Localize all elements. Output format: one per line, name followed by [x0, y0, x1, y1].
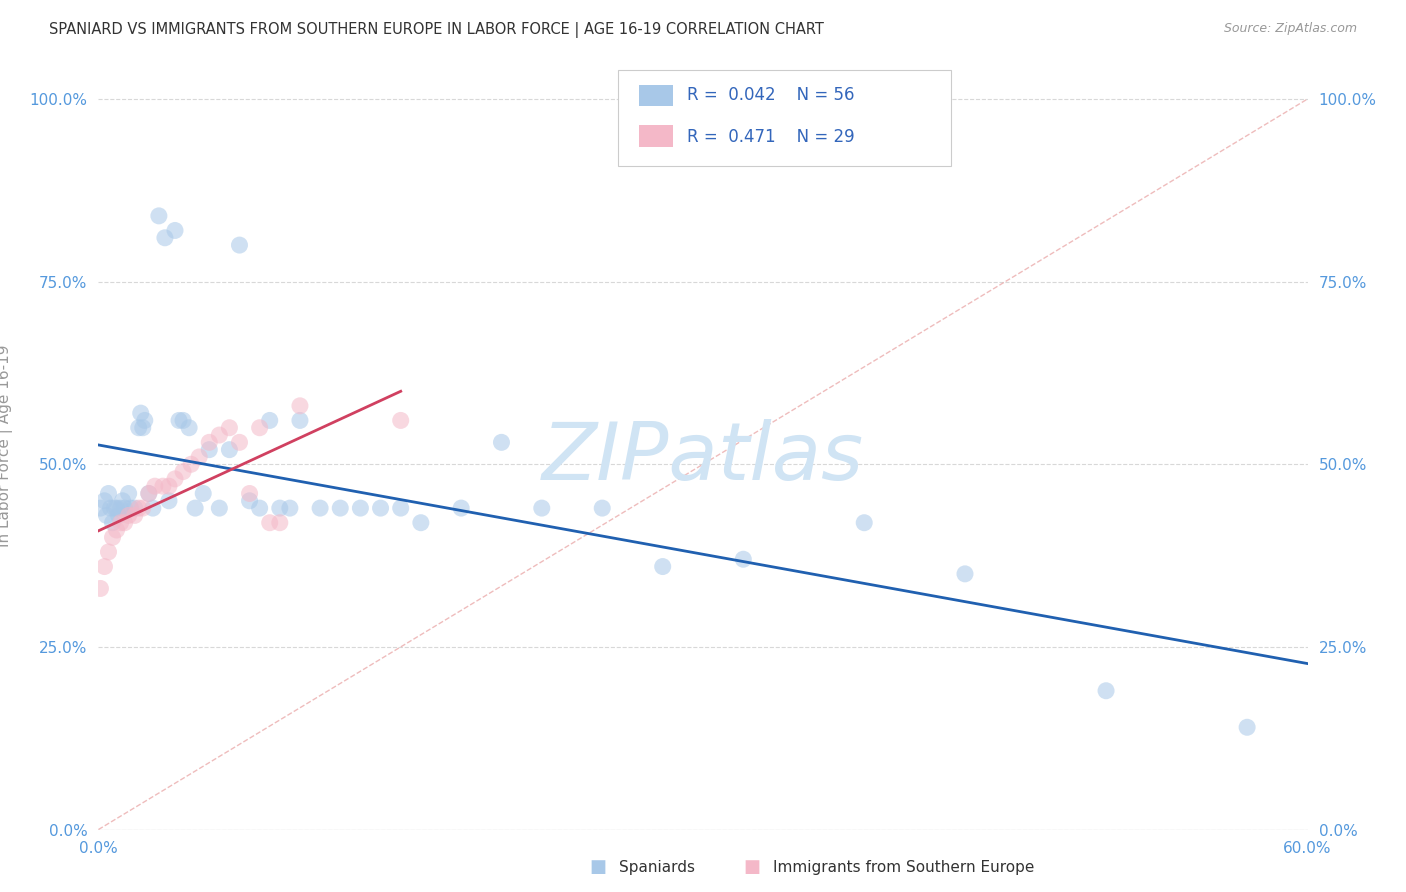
Point — [132, 501, 155, 516]
Point — [163, 223, 186, 237]
Point — [591, 501, 613, 516]
Point — [389, 413, 412, 427]
Point — [218, 421, 240, 435]
Point — [100, 501, 122, 516]
Point — [228, 435, 250, 450]
Point — [132, 421, 155, 435]
Text: Spaniards: Spaniards — [619, 860, 695, 874]
Point — [329, 501, 352, 516]
Point — [120, 501, 142, 516]
Point — [167, 413, 190, 427]
Point — [184, 501, 207, 516]
Point — [188, 450, 211, 464]
Point — [239, 493, 262, 508]
Point — [269, 516, 291, 530]
Point — [97, 545, 120, 559]
Point — [129, 406, 152, 420]
FancyBboxPatch shape — [619, 70, 950, 166]
Text: ZIPatlas: ZIPatlas — [541, 418, 865, 497]
Text: SPANIARD VS IMMIGRANTS FROM SOUTHERN EUROPE IN LABOR FORCE | AGE 16-19 CORRELATI: SPANIARD VS IMMIGRANTS FROM SOUTHERN EUR… — [49, 22, 824, 38]
Point — [530, 501, 553, 516]
Point — [370, 501, 392, 516]
Point — [157, 479, 180, 493]
Point — [288, 413, 311, 427]
Point — [148, 209, 170, 223]
Point — [93, 493, 115, 508]
Text: ■: ■ — [589, 858, 606, 876]
Point — [249, 421, 271, 435]
Point — [118, 508, 141, 523]
Text: R =  0.471    N = 29: R = 0.471 N = 29 — [688, 128, 855, 146]
Point — [278, 501, 301, 516]
Point — [309, 501, 332, 516]
Point — [114, 516, 136, 530]
Point — [198, 442, 221, 457]
Point — [239, 486, 262, 500]
Point — [118, 486, 141, 500]
Point — [124, 508, 146, 523]
Point — [96, 508, 118, 523]
Point — [208, 501, 231, 516]
Point — [228, 238, 250, 252]
Point — [110, 501, 132, 516]
Point — [163, 472, 186, 486]
Point — [450, 501, 472, 516]
Point — [198, 435, 221, 450]
Point — [288, 399, 311, 413]
Point — [259, 516, 281, 530]
Point — [114, 501, 136, 516]
Point — [138, 486, 160, 500]
Point — [124, 501, 146, 516]
FancyBboxPatch shape — [638, 126, 673, 147]
Point — [172, 465, 194, 479]
Point — [89, 501, 111, 516]
Point — [179, 421, 201, 435]
Point — [89, 582, 111, 596]
Point — [128, 501, 150, 516]
Point — [153, 231, 176, 245]
Point — [249, 501, 271, 516]
Point — [409, 516, 432, 530]
Point — [134, 413, 156, 427]
Point — [1095, 683, 1118, 698]
Point — [105, 501, 128, 516]
Point — [142, 501, 165, 516]
Text: Source: ZipAtlas.com: Source: ZipAtlas.com — [1223, 22, 1357, 36]
Text: Immigrants from Southern Europe: Immigrants from Southern Europe — [773, 860, 1035, 874]
Point — [269, 501, 291, 516]
Point — [128, 421, 150, 435]
Point — [101, 530, 124, 544]
Point — [110, 516, 132, 530]
Point — [152, 479, 174, 493]
Point — [103, 501, 125, 516]
Point — [138, 486, 160, 500]
Y-axis label: In Labor Force | Age 16-19: In Labor Force | Age 16-19 — [0, 344, 13, 548]
Point — [111, 493, 134, 508]
Point — [101, 516, 124, 530]
Point — [953, 566, 976, 581]
Point — [172, 413, 194, 427]
Point — [491, 435, 513, 450]
Point — [180, 457, 202, 471]
Point — [107, 508, 129, 523]
FancyBboxPatch shape — [638, 85, 673, 106]
Point — [349, 501, 371, 516]
Point — [97, 486, 120, 500]
Point — [733, 552, 755, 566]
Point — [157, 493, 180, 508]
Point — [651, 559, 673, 574]
Point — [1236, 720, 1258, 734]
Point — [389, 501, 412, 516]
Point — [218, 442, 240, 457]
Text: ■: ■ — [744, 858, 761, 876]
Point — [143, 479, 166, 493]
Point — [259, 413, 281, 427]
Point — [208, 428, 231, 442]
Point — [105, 523, 128, 537]
Point — [93, 559, 115, 574]
Point — [853, 516, 876, 530]
Text: R =  0.042    N = 56: R = 0.042 N = 56 — [688, 87, 855, 104]
Point — [193, 486, 215, 500]
